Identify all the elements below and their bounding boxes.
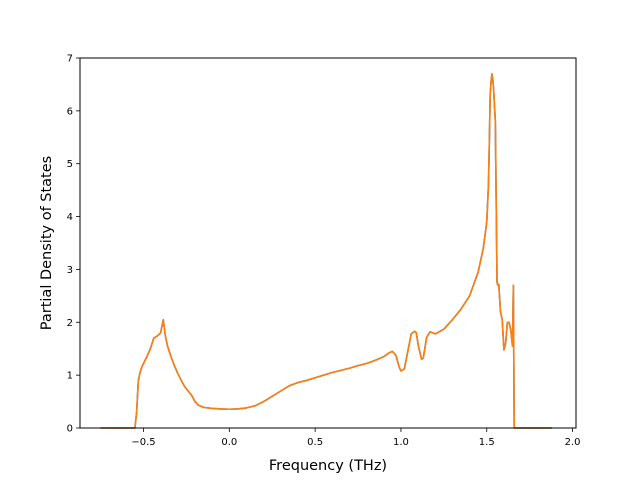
x-axis-ticks: −0.5 0.0 0.5 1.0 1.5 2.0 — [131, 428, 581, 448]
x-tick-label: 2.0 — [565, 437, 581, 448]
axes-frame — [79, 57, 577, 429]
x-axis-label: Frequency (THz) — [269, 458, 387, 474]
y-axis-ticks: 0 1 2 3 4 5 6 7 — [67, 54, 80, 435]
y-tick-label: 4 — [67, 212, 73, 223]
series-layer — [100, 73, 552, 429]
x-tick-label: 1.5 — [479, 437, 495, 448]
series-line-2 — [100, 73, 552, 429]
y-tick-label: 7 — [67, 54, 73, 65]
y-tick-label: 1 — [67, 371, 73, 382]
plot-area — [80, 58, 576, 428]
x-tick-label: 0.0 — [221, 437, 237, 448]
x-tick-label: 0.5 — [307, 437, 323, 448]
y-tick-label: 5 — [67, 159, 73, 170]
y-axis-label: Partial Density of States — [39, 156, 55, 330]
y-tick-label: 0 — [67, 424, 73, 435]
x-tick-label: 1.0 — [393, 437, 409, 448]
x-tick-label: −0.5 — [131, 437, 155, 448]
y-tick-label: 2 — [67, 318, 73, 329]
y-tick-label: 3 — [67, 265, 73, 276]
y-tick-label: 6 — [67, 106, 73, 117]
